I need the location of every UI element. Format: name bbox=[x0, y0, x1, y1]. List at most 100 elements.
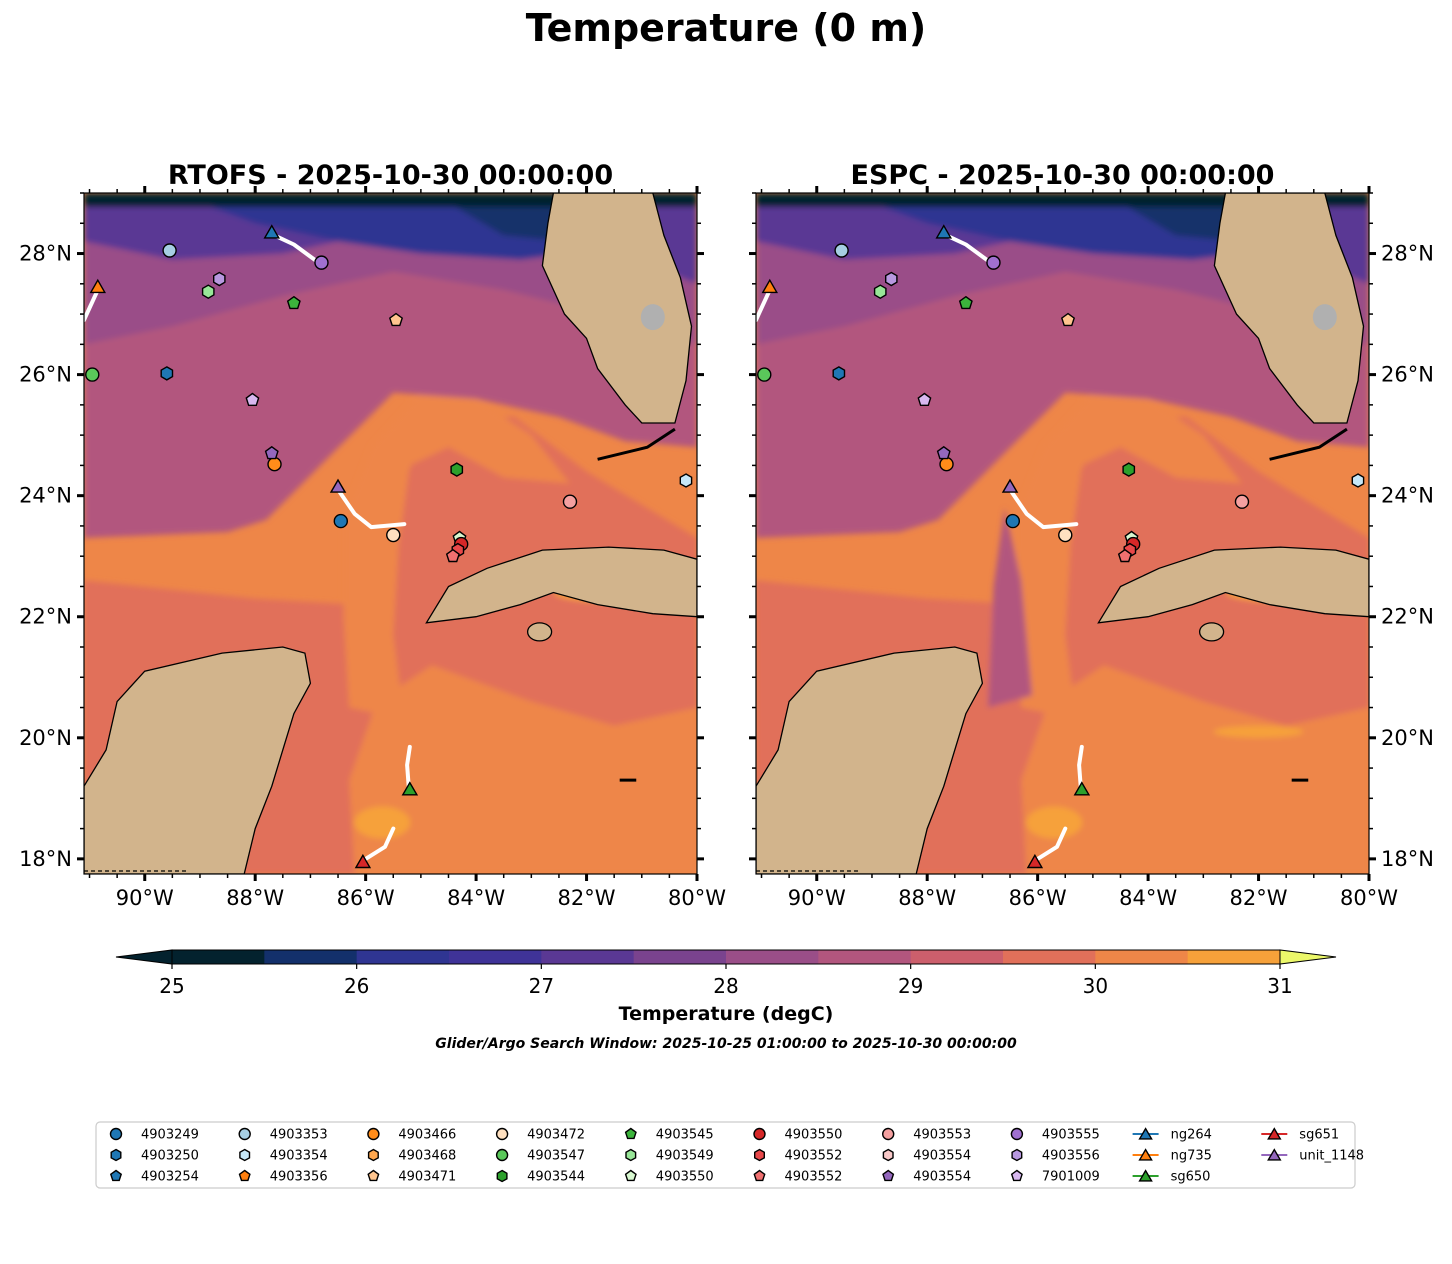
track-unit_1148 bbox=[1008, 487, 1079, 530]
field-warm-patch bbox=[354, 806, 411, 839]
legend-marker bbox=[495, 1127, 509, 1141]
legend-label: 4903555 bbox=[1042, 1128, 1100, 1143]
legend-item-ng264: ng264 bbox=[1132, 1127, 1212, 1143]
legend-item-4903466: 4903466 bbox=[367, 1128, 456, 1143]
legend-marker bbox=[109, 1127, 123, 1141]
colorbar-segment bbox=[541, 950, 635, 964]
legend-item-4903554: 4903554 bbox=[882, 1169, 971, 1185]
legend-item-4903254: 4903254 bbox=[109, 1170, 199, 1185]
legend-item-ng735: ng735 bbox=[1132, 1148, 1212, 1164]
platform-4903552 bbox=[445, 548, 460, 563]
platform-sg650 bbox=[1073, 781, 1091, 796]
colorbar-tick-label: 30 bbox=[1083, 974, 1108, 998]
isla-juventud-land bbox=[526, 622, 553, 642]
colorbar-tick-label: 28 bbox=[713, 974, 738, 998]
legend-item-4903550: 4903550 bbox=[753, 1128, 842, 1143]
legend-label: 4903554 bbox=[913, 1149, 971, 1164]
platform-4903549 bbox=[873, 284, 887, 300]
platform-4903545 bbox=[286, 295, 301, 310]
legend-marker bbox=[1010, 1169, 1023, 1182]
platform-4903353 bbox=[162, 243, 177, 258]
cuba-land bbox=[425, 546, 697, 624]
platform-ng264 bbox=[263, 224, 281, 239]
search-window-caption: Glider/Argo Search Window: 2025-10-25 01… bbox=[435, 1036, 1017, 1052]
colorbar-tick-label: 25 bbox=[159, 974, 184, 998]
legend-marker bbox=[239, 1148, 251, 1162]
y-tick-label: 20°N bbox=[1381, 726, 1434, 750]
cuba-land bbox=[1097, 546, 1369, 624]
platform-4903249 bbox=[1005, 513, 1020, 529]
field-warm-patch bbox=[1026, 806, 1083, 839]
legend-label: 4903353 bbox=[270, 1128, 328, 1143]
legend-label: 4903254 bbox=[141, 1170, 199, 1185]
x-tick-label: 82°W bbox=[1230, 886, 1288, 910]
platform-4903545 bbox=[958, 295, 973, 310]
legend-label: 4903556 bbox=[1042, 1149, 1100, 1164]
isla-juventud-land bbox=[1198, 622, 1225, 642]
platform-4903471 bbox=[1060, 312, 1076, 327]
field-warm-streak bbox=[1213, 725, 1304, 738]
legend-label: ng264 bbox=[1171, 1128, 1212, 1143]
legend-marker bbox=[753, 1169, 766, 1182]
legend-label: sg651 bbox=[1299, 1128, 1339, 1143]
x-tick-label: 90°W bbox=[788, 886, 846, 910]
florida-keys bbox=[597, 427, 676, 461]
track-unit_1148 bbox=[336, 487, 407, 530]
legend-marker bbox=[1010, 1127, 1024, 1141]
lake-okeechobee bbox=[640, 304, 665, 331]
legend-marker bbox=[882, 1169, 895, 1182]
legend-marker bbox=[367, 1169, 380, 1182]
legend-marker bbox=[1138, 1148, 1153, 1161]
legend-label: 4903549 bbox=[656, 1149, 714, 1164]
platform-4903554 bbox=[936, 445, 951, 460]
colorbar-segment bbox=[818, 950, 912, 964]
colorbar-tick-label: 26 bbox=[344, 974, 369, 998]
y-tick-label: 24°N bbox=[19, 484, 72, 508]
map-field bbox=[756, 193, 1369, 874]
platform-ng735 bbox=[89, 278, 107, 294]
platform-4903555 bbox=[314, 255, 329, 270]
map-panel-rtofs: RTOFS - 2025-10-30 00:00:00 90°W 88°W 86°W 8… bbox=[19, 160, 726, 910]
legend-item-4903552: 4903552 bbox=[754, 1148, 842, 1164]
legend-item-4903353: 4903353 bbox=[238, 1128, 328, 1143]
figure-title: Temperature (0 m) bbox=[525, 6, 927, 50]
platform-4903556 bbox=[212, 271, 226, 287]
legend-label: 4903468 bbox=[398, 1149, 456, 1164]
y-tick-label: 20°N bbox=[19, 726, 72, 750]
legend-marker bbox=[754, 1148, 765, 1162]
y-tick-label: 18°N bbox=[1381, 847, 1434, 871]
platform-4903250 bbox=[832, 366, 846, 381]
legend-item-4903549: 4903549 bbox=[625, 1149, 714, 1164]
colorbar-tick-label: 27 bbox=[529, 974, 554, 998]
x-tick-label: 86°W bbox=[1009, 886, 1067, 910]
land bbox=[84, 193, 697, 874]
legend-label: 4903249 bbox=[141, 1128, 199, 1143]
legend-label: 4903356 bbox=[270, 1170, 328, 1185]
y-tick-label: 26°N bbox=[1381, 363, 1434, 387]
y-tick-label: 28°N bbox=[1381, 242, 1434, 266]
colorbar-segment bbox=[449, 950, 542, 964]
platform-4903250 bbox=[160, 366, 174, 381]
y-tick-label: 28°N bbox=[19, 242, 72, 266]
platform-4903353 bbox=[834, 243, 849, 258]
colorbar-segment bbox=[1003, 950, 1096, 964]
legend-item-4903354: 4903354 bbox=[239, 1148, 328, 1164]
legend-marker bbox=[624, 1127, 637, 1140]
platform-unit_1148 bbox=[329, 478, 347, 493]
colorbar-extend-high bbox=[1279, 949, 1337, 965]
platform-4903553 bbox=[1234, 494, 1250, 509]
legend-marker bbox=[1138, 1127, 1153, 1140]
map-panel-espc: ESPC - 2025-10-30 00:00:00 90°W 88°W 86°W 84… bbox=[749, 160, 1434, 910]
axes-frame bbox=[755, 192, 1370, 875]
y-tick-label: 22°N bbox=[1381, 605, 1434, 629]
panel-title-rtofs: RTOFS - 2025-10-30 00:00:00 bbox=[168, 160, 613, 191]
platform-sg651 bbox=[1026, 853, 1044, 869]
track-ng264 bbox=[272, 233, 321, 265]
legend-item-4903553: 4903553 bbox=[882, 1127, 971, 1143]
legend-marker bbox=[882, 1127, 895, 1141]
legend-label: 4903545 bbox=[656, 1128, 714, 1143]
field-band-south bbox=[349, 665, 697, 874]
axes-frame bbox=[83, 192, 698, 875]
legend-item-4903550: 4903550 bbox=[624, 1170, 714, 1185]
colorbar-segment bbox=[1187, 950, 1281, 964]
